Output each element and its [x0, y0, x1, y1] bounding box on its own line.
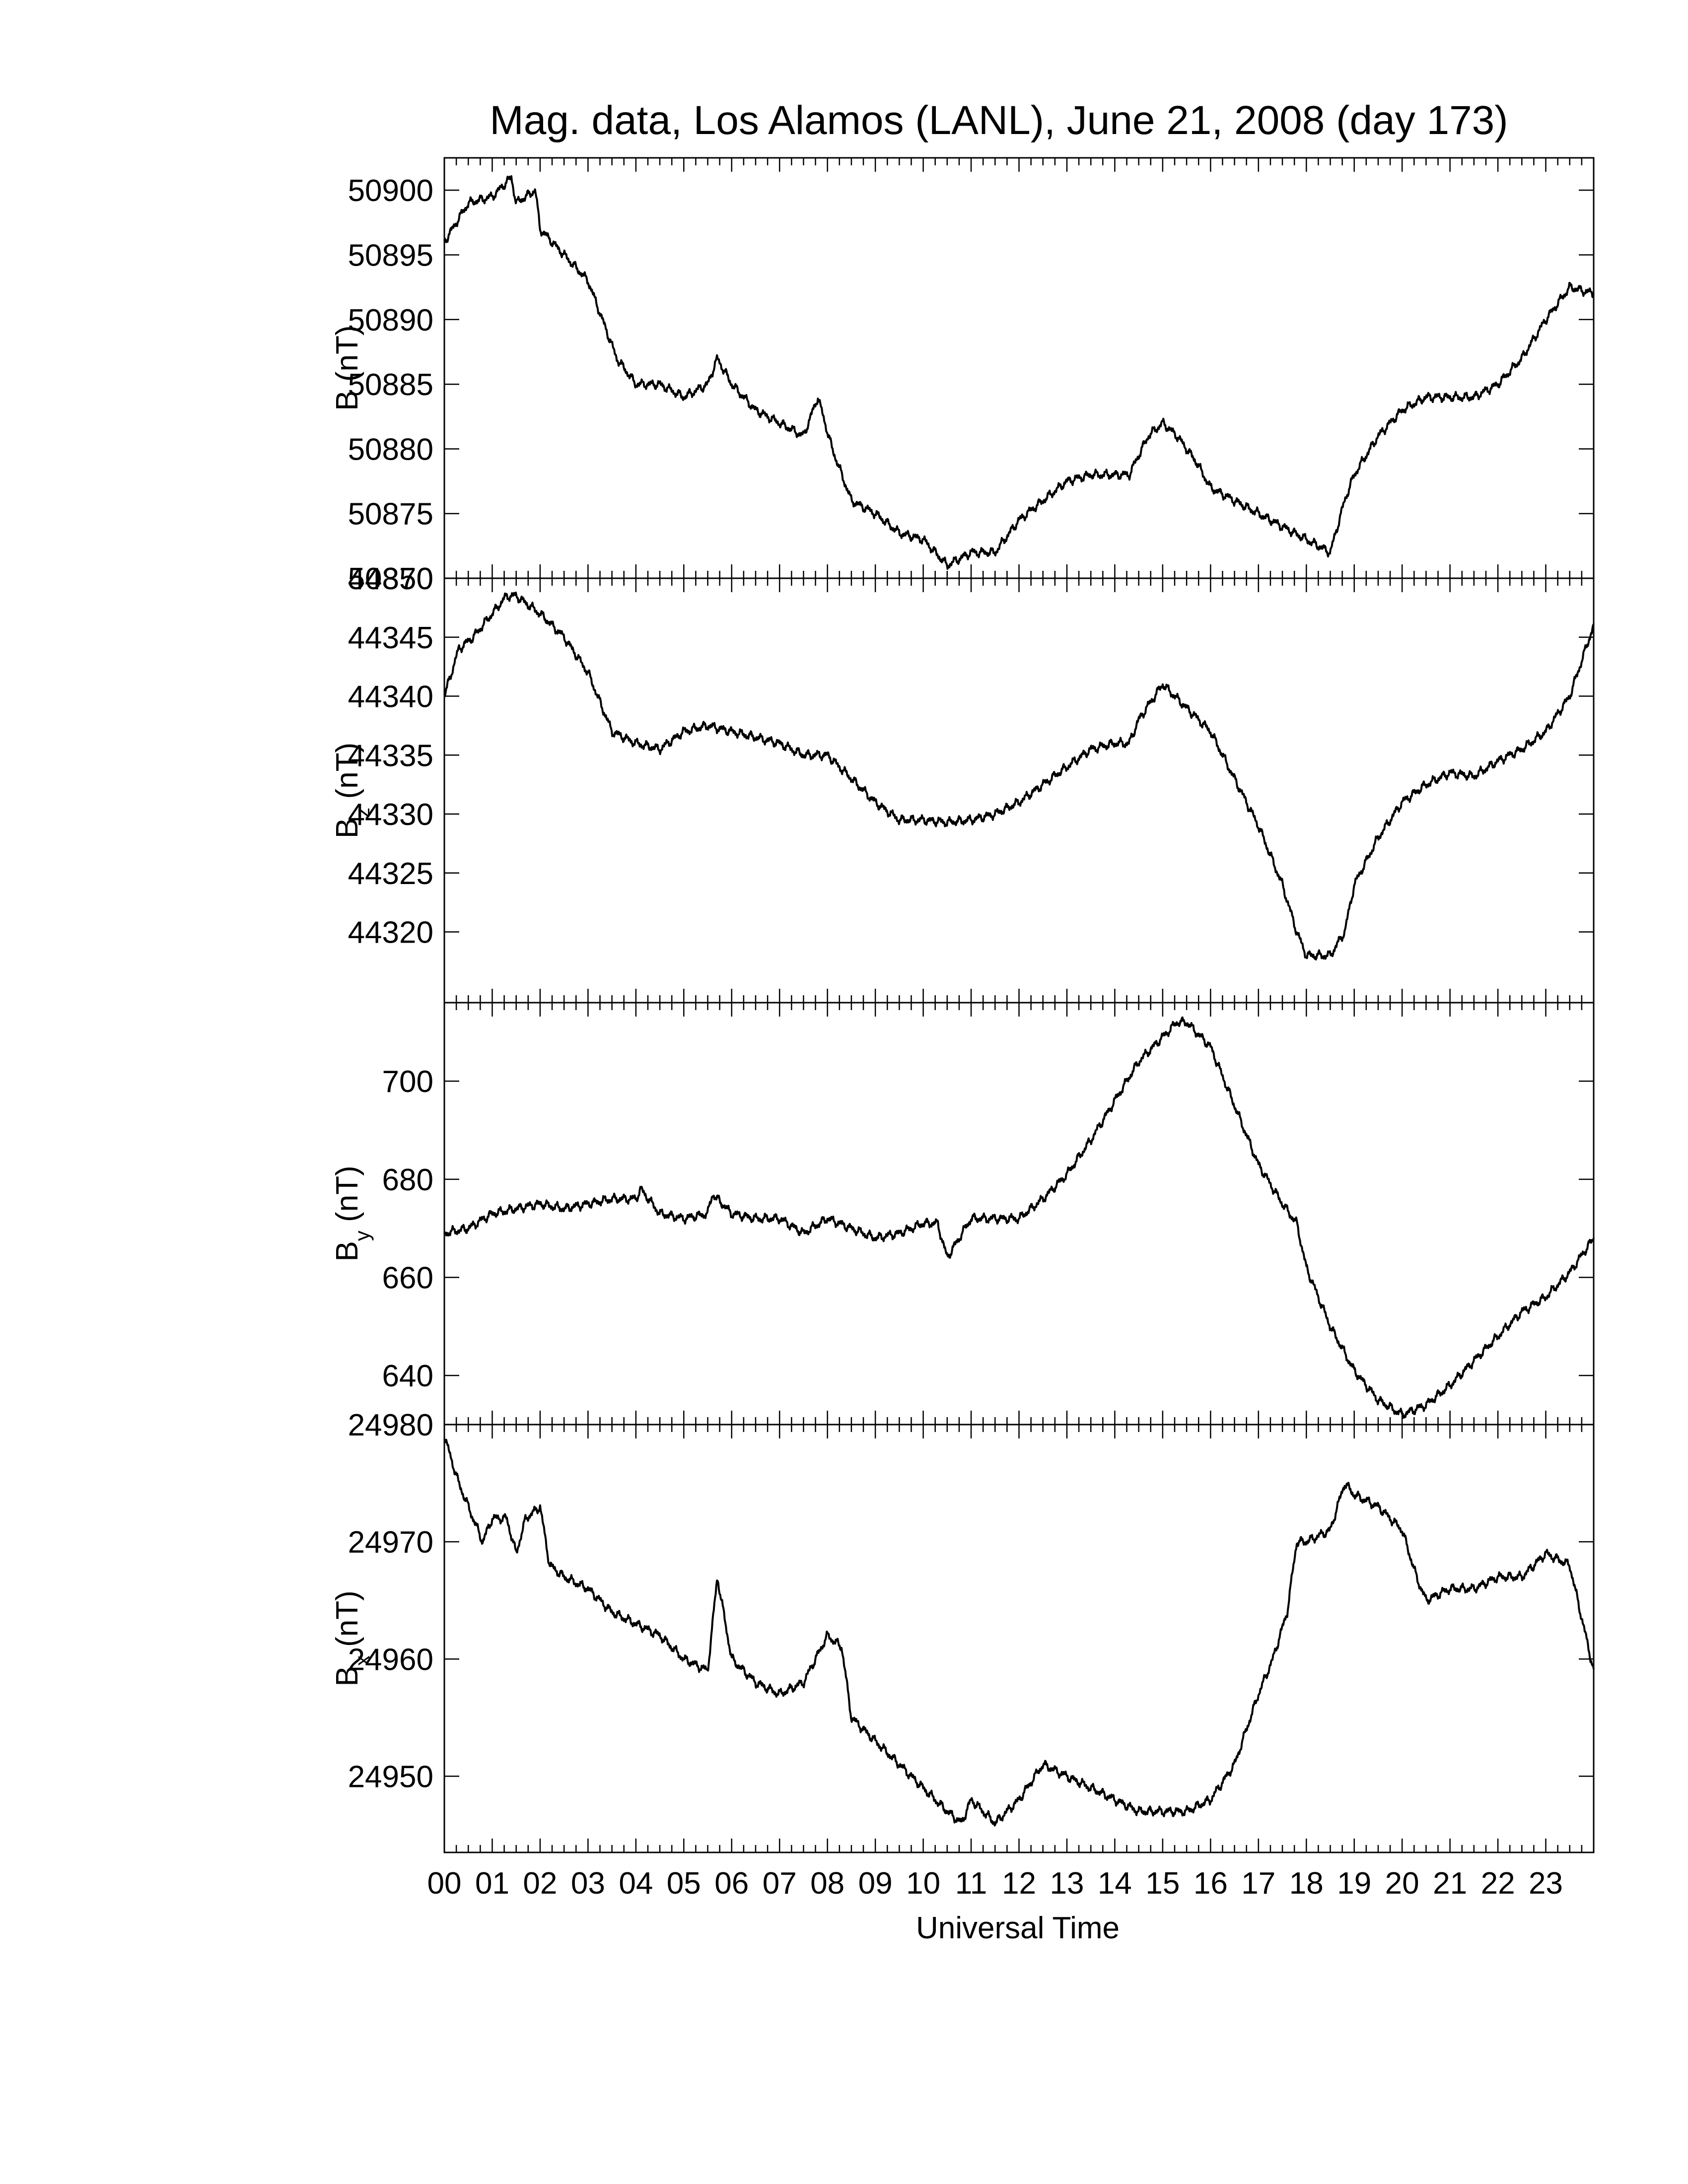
x-tick-label: 21 — [1433, 1866, 1467, 1901]
y-tick-label: 50895 — [348, 238, 433, 273]
panel-By: 640 660 680 700 By (nT) — [330, 1002, 1595, 1426]
x-tick-label: 20 — [1385, 1866, 1419, 1901]
x-tick-label: 08 — [810, 1866, 844, 1901]
panel-frame — [443, 1424, 1595, 1853]
y-tick-label: 700 — [382, 1065, 433, 1099]
y-tick-label: 680 — [382, 1163, 433, 1197]
y-tick-label: 44325 — [348, 857, 433, 891]
y-axis-label: Bz (nT) — [330, 743, 374, 838]
x-tick-label: 07 — [763, 1866, 797, 1901]
panel-frame — [443, 157, 1595, 579]
y-tick-label: 640 — [382, 1359, 433, 1393]
y-tick-label: 50880 — [348, 432, 433, 467]
x-tick-label: 02 — [523, 1866, 557, 1901]
panel-Bz: 44320 44325 44330 44335 44340 44345 44350 Bz (n… — [330, 562, 1595, 1004]
x-tick-label: 11 — [955, 1866, 987, 1901]
x-tick-label: 00 — [427, 1866, 462, 1901]
x-tick-label: 13 — [1050, 1866, 1084, 1901]
x-tick-label: 22 — [1481, 1866, 1515, 1901]
y-tick-label: 50885 — [348, 368, 433, 402]
x-tick-label: 23 — [1529, 1866, 1563, 1901]
y-tick-label: 44350 — [348, 562, 433, 596]
y-axis-label: B (nT) — [330, 325, 364, 410]
y-tick-label: 50890 — [348, 303, 433, 338]
y-tick-label: 24960 — [348, 1642, 433, 1677]
y-axis-label: Bx (nT) — [330, 1590, 374, 1686]
x-tick-label: 17 — [1241, 1866, 1275, 1901]
y-tick-label: 44340 — [348, 680, 433, 714]
series-line-Bx — [443, 1438, 1595, 1827]
panel-frame — [443, 1002, 1595, 1426]
y-tick-label: 44345 — [348, 621, 433, 655]
x-tick-label: 19 — [1337, 1866, 1371, 1901]
x-tick-label: 05 — [667, 1866, 701, 1901]
x-tick-label: 06 — [714, 1866, 749, 1901]
y-tick-label: 44335 — [348, 739, 433, 773]
series-line-B — [443, 175, 1595, 570]
x-tick-label: 04 — [619, 1866, 653, 1901]
series-line-Bz — [443, 591, 1595, 960]
x-tick-label: 10 — [906, 1866, 940, 1901]
x-tick-label: 09 — [858, 1866, 893, 1901]
y-tick-label: 24970 — [348, 1525, 433, 1560]
x-tick-label: 01 — [475, 1866, 509, 1901]
x-axis-label: Universal Time — [916, 1911, 1120, 1945]
x-tick-label: 14 — [1098, 1866, 1132, 1901]
panel-Bx: 24950 24960 24970 24980 Bx (nT) — [330, 1408, 1595, 1853]
x-tick-label: 03 — [571, 1866, 605, 1901]
y-tick-label: 50900 — [348, 174, 433, 208]
x-tick-label: 18 — [1289, 1866, 1324, 1901]
panels-group: 50870 50875 50880 50885 50890 50895 50900 B (nT… — [330, 157, 1595, 1853]
y-axis-label: By (nT) — [330, 1165, 374, 1261]
y-tick-label: 44330 — [348, 798, 433, 832]
series-line-By — [443, 1016, 1595, 1419]
panel-B: 50870 50875 50880 50885 50890 50895 50900 B (nT… — [330, 157, 1595, 596]
x-tick-labels: 00 01 02 03 04 05 06 07 08 09 10 11 12 13 14 15 16 17 18 19… — [427, 1866, 1563, 1901]
y-tick-label: 50870 — [348, 562, 433, 596]
y-tick-label: 660 — [382, 1261, 433, 1295]
x-tick-label: 12 — [1002, 1866, 1036, 1901]
y-tick-label: 44320 — [348, 916, 433, 950]
y-tick-label: 24950 — [348, 1760, 433, 1794]
x-tick-label: 16 — [1194, 1866, 1228, 1901]
y-tick-label: 50875 — [348, 497, 433, 532]
x-tick-label: 15 — [1145, 1866, 1180, 1901]
y-tick-label: 24980 — [348, 1408, 433, 1442]
chart-title: Mag. data, Los Alamos (LANL), June 21, 2… — [490, 98, 1508, 143]
